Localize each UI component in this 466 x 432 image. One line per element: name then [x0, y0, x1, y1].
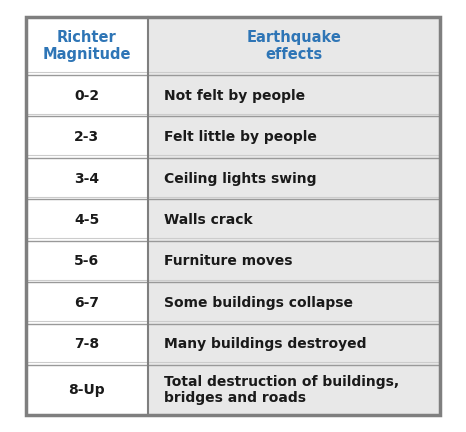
Bar — [26, 158, 148, 199]
Text: Felt little by people: Felt little by people — [164, 130, 317, 144]
Bar — [148, 241, 440, 282]
Text: 5-6: 5-6 — [74, 254, 99, 268]
Bar — [148, 365, 440, 415]
Bar — [26, 324, 148, 365]
Text: Earthquake
effects: Earthquake effects — [247, 30, 342, 62]
Text: 6-7: 6-7 — [74, 296, 99, 310]
Bar — [26, 17, 440, 415]
Text: 0-2: 0-2 — [74, 89, 99, 103]
Text: 7-8: 7-8 — [74, 337, 99, 351]
Bar — [148, 75, 440, 116]
Bar — [26, 75, 148, 116]
Text: 3-4: 3-4 — [74, 172, 99, 185]
Text: 8-Up: 8-Up — [69, 383, 105, 397]
Text: Total destruction of buildings,
bridges and roads: Total destruction of buildings, bridges … — [164, 375, 399, 405]
Text: Richter
Magnitude: Richter Magnitude — [42, 30, 131, 62]
Bar — [148, 17, 440, 75]
Text: 2-3: 2-3 — [74, 130, 99, 144]
Text: 4-5: 4-5 — [74, 213, 99, 227]
Bar — [148, 116, 440, 158]
Bar — [26, 365, 148, 415]
Text: Walls crack: Walls crack — [164, 213, 253, 227]
Text: Ceiling lights swing: Ceiling lights swing — [164, 172, 317, 185]
Bar — [26, 116, 148, 158]
Text: Not felt by people: Not felt by people — [164, 89, 305, 103]
Bar — [26, 241, 148, 282]
Bar — [26, 17, 148, 75]
Text: Furniture moves: Furniture moves — [164, 254, 293, 268]
Text: Some buildings collapse: Some buildings collapse — [164, 296, 353, 310]
Text: Many buildings destroyed: Many buildings destroyed — [164, 337, 367, 351]
Bar — [26, 282, 148, 324]
Bar — [148, 199, 440, 241]
Bar — [148, 158, 440, 199]
Bar — [148, 324, 440, 365]
Bar — [148, 282, 440, 324]
Bar — [26, 199, 148, 241]
